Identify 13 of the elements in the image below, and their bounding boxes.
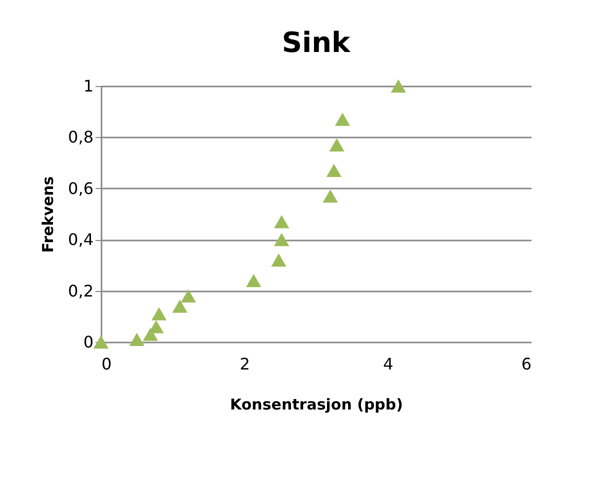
y-tick-label: 0,2 [68, 281, 94, 300]
y-tick-label: 0,8 [68, 128, 94, 147]
y-tick-label: 0,4 [68, 230, 94, 250]
y-tick-label: 1 [83, 76, 94, 96]
chart-title: Sink [282, 26, 352, 59]
y-axis-title: Frekvens [39, 176, 58, 253]
x-axis-title: Konsentrasjon (ppb) [230, 396, 404, 414]
x-tick-label: 4 [383, 354, 394, 374]
y-tick-label: 0,6 [68, 178, 94, 198]
y-tick-label: 0 [83, 332, 94, 352]
x-tick-label: 6 [521, 354, 532, 374]
x-tick-label: 2 [240, 354, 250, 374]
x-tick-label: 0 [102, 354, 112, 374]
